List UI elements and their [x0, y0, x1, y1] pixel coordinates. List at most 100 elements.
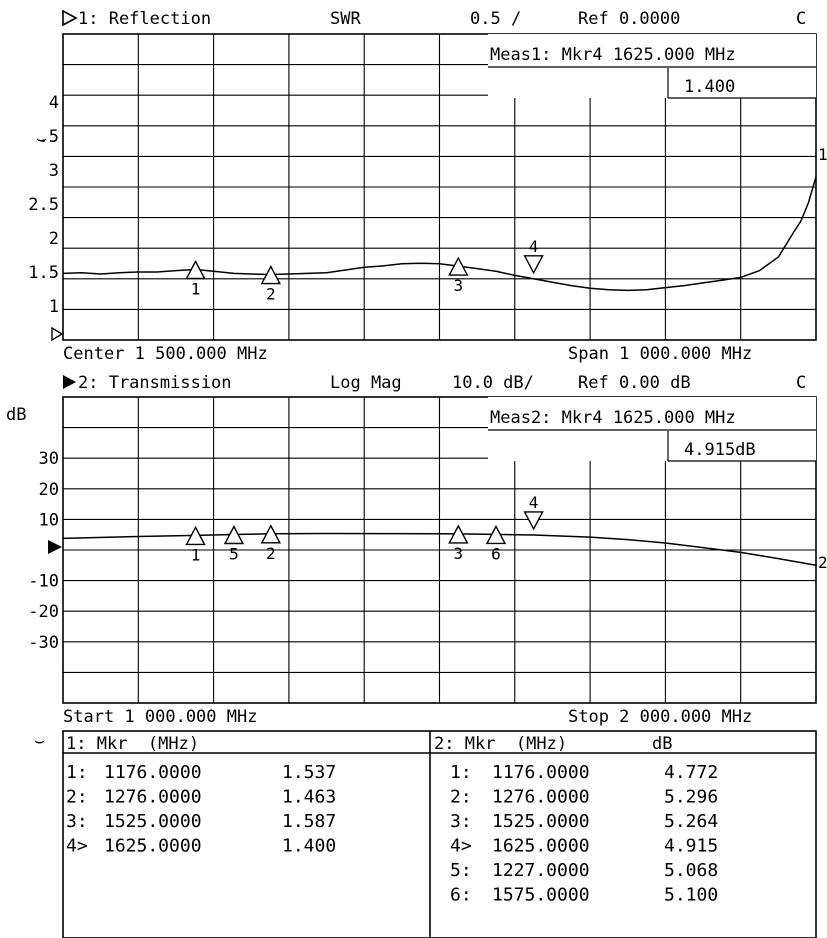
- ch2-active-indicator-icon: [63, 375, 76, 389]
- marker-table-row: 3: 1525.0000 1.587: [66, 811, 336, 832]
- ch2-marker-label: 2: [266, 544, 276, 563]
- marker-value: 1.400: [282, 836, 336, 857]
- ch2-format: Log Mag: [330, 373, 402, 393]
- marker-id: 6:: [450, 885, 472, 906]
- ch2-y-tick-label: 20: [39, 480, 59, 500]
- ch2-marker-2: 2: [260, 524, 281, 563]
- table-scroll-tick-icon: ⌣: [34, 731, 45, 751]
- marker-table-row: 4> 1625.0000 4.915: [450, 836, 718, 857]
- ch1-y-tick-label: 4: [49, 93, 59, 113]
- ch2-y-tick-label: 10: [39, 510, 59, 530]
- ch1-marker-label: 3: [454, 276, 464, 295]
- ch2-marker-4: 4: [523, 493, 544, 531]
- ch1-marker-3: 3: [448, 256, 469, 295]
- ch2-footer-left: Start 1 000.000 MHz: [63, 707, 257, 727]
- marker-up-triangle-icon: [485, 524, 507, 545]
- marker-table-row: 2: 1276.0000 1.463: [66, 787, 336, 808]
- ch1-reference: Ref 0.0000: [578, 9, 680, 29]
- ch1-scale-tick-icon: ⌣: [36, 129, 47, 149]
- marker-up-triangle-icon: [223, 524, 245, 545]
- marker-frequency: 1176.0000: [104, 762, 202, 783]
- marker-value: 5.068: [664, 860, 718, 881]
- marker-id: 2:: [66, 787, 88, 808]
- marker-value: 5.296: [664, 787, 718, 808]
- ch2-y-tick-label: -30: [28, 633, 59, 653]
- marker-value: 1.537: [282, 762, 336, 783]
- marker-value: 5.100: [664, 885, 718, 906]
- marker-frequency: 1176.0000: [492, 762, 590, 783]
- marker-frequency: 1525.0000: [104, 811, 202, 832]
- marker-table-row: 5: 1227.0000 5.068: [450, 860, 718, 881]
- marker-frequency: 1276.0000: [104, 787, 202, 808]
- marker-table-2: 1: 1176.0000 4.772 2: 1276.0000 5.296 3: 1525.0…: [450, 762, 718, 906]
- ch2-marker-label: 3: [454, 544, 464, 563]
- ch2-trace-end-label: 2: [818, 553, 827, 572]
- ch1-y-tick-label: 2.5: [28, 195, 59, 215]
- ch1-y-tick-label: .5: [39, 127, 59, 147]
- ch2-marker-3: 3: [448, 524, 469, 563]
- ch1-meas-value: 1.400: [684, 77, 735, 97]
- marker-table-row: 3: 1525.0000 5.264: [450, 811, 718, 832]
- ch1-y-tick-label: 1.5: [28, 263, 59, 283]
- marker-id: 3:: [66, 811, 88, 832]
- ch1-marker-2: 2: [260, 265, 281, 304]
- marker-id: 4>: [66, 836, 88, 857]
- ch1-markers: 1 2 3 4: [185, 237, 544, 304]
- ch1-marker-label: 1: [191, 279, 201, 298]
- ch1-marker-1: 1: [185, 259, 206, 298]
- marker-frequency: 1276.0000: [492, 787, 590, 808]
- marker-frequency: 1575.0000: [492, 885, 590, 906]
- ch2-marker-5: 5: [223, 524, 245, 563]
- ch1-active-indicator-icon: [62, 9, 78, 27]
- ch2-marker-label: 6: [491, 544, 501, 563]
- ch2-marker-1: 1: [185, 525, 206, 564]
- marker-table-1: 1: 1176.0000 1.537 2: 1276.0000 1.463 3: 1525.0…: [66, 762, 336, 857]
- marker-frequency: 1227.0000: [492, 860, 590, 881]
- ch1-format: SWR: [330, 9, 361, 29]
- ch1-footer-left: Center 1 500.000 MHz: [63, 344, 268, 364]
- ch1-meas-box: [488, 34, 816, 98]
- ch1-y-tick-label: 1: [49, 297, 59, 317]
- ch1-footer-right: Span 1 000.000 MHz: [568, 344, 752, 364]
- ch2-markers: 1 5 2 3 6 4: [185, 493, 544, 564]
- ch1-channel-label: 1: Reflection: [78, 9, 211, 29]
- ch2-y-tick-label: -10: [28, 572, 59, 592]
- marker-id: 2:: [450, 787, 472, 808]
- ch2-marker-label: 1: [191, 545, 201, 564]
- marker-table-frame: [62, 730, 817, 938]
- ch2-meas-box: [488, 397, 816, 461]
- marker-id: 5:: [450, 860, 472, 881]
- ch2-ref-level-pointer-icon: [48, 540, 62, 554]
- marker-table-1-header: 1: Mkr (MHz): [66, 734, 199, 754]
- marker-frequency: 1625.0000: [104, 836, 202, 857]
- marker-up-triangle-icon: [260, 265, 281, 285]
- ch1-cal-flag: C: [796, 9, 806, 29]
- ch2-scale: 10.0 dB/: [452, 373, 534, 393]
- marker-id: 1:: [66, 762, 88, 783]
- ch1-scale: 0.5 /: [470, 9, 521, 29]
- marker-down-triangle-icon: [523, 511, 544, 531]
- ch1-meas-label: Meas1: Mkr4 1625.000 MHz: [490, 45, 736, 65]
- ch2-y-ticks: 30 20 10 -10 -20 -30: [28, 449, 59, 653]
- marker-table-row: 1: 1176.0000 4.772: [450, 762, 718, 783]
- ch2-y-tick-label: 30: [39, 449, 59, 469]
- ch1-trace-end-label: 1: [818, 145, 827, 164]
- marker-value: 1.463: [282, 787, 336, 808]
- marker-table-2-header: 2: Mkr (MHz): [434, 734, 567, 754]
- marker-value: 4.915: [664, 836, 718, 857]
- marker-id: 1:: [450, 762, 472, 783]
- marker-table-row: 1: 1176.0000 1.537: [66, 762, 336, 783]
- marker-table-2-unit: dB: [652, 734, 672, 754]
- ch1-marker-4: 4: [523, 237, 544, 275]
- marker-value: 5.264: [664, 811, 718, 832]
- marker-id: 3:: [450, 811, 472, 832]
- ch1-y-ticks: 4 .5 3 2.5 2 1.5 1: [28, 93, 59, 317]
- marker-id: 4>: [450, 836, 472, 857]
- ch2-meas-label: Meas2: Mkr4 1625.000 MHz: [490, 408, 736, 428]
- marker-frequency: 1525.0000: [492, 811, 590, 832]
- marker-table-row: 2: 1276.0000 5.296: [450, 787, 718, 808]
- ch2-channel-label: 2: Transmission: [78, 373, 232, 393]
- marker-frequency: 1625.0000: [492, 836, 590, 857]
- ch2-y-tick-label: -20: [28, 602, 59, 622]
